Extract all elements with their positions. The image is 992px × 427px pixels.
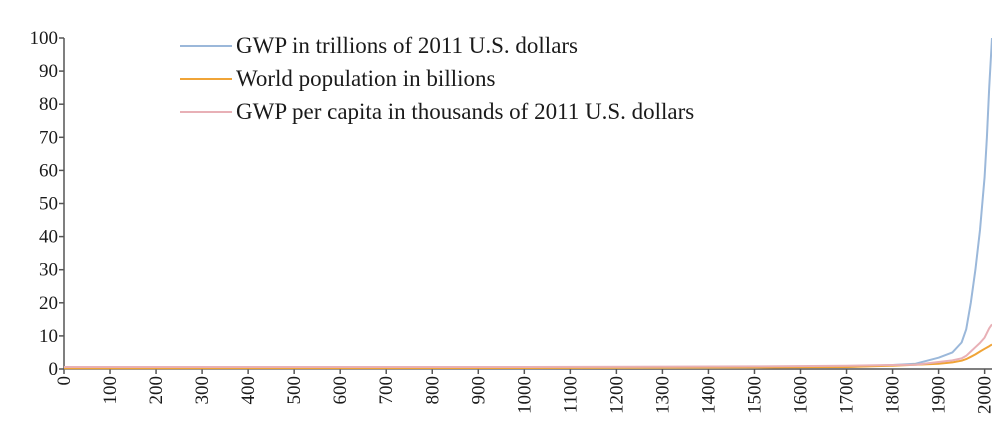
series-line-3 <box>64 323 992 368</box>
x-tick-label: 900 <box>468 376 489 405</box>
y-tick-label: 10 <box>39 326 58 347</box>
x-tick-label: 200 <box>146 376 167 405</box>
y-tick-label: 90 <box>39 61 58 82</box>
series-lines <box>63 37 992 370</box>
legend-label: World population in billions <box>236 66 495 91</box>
x-tick-label: 1800 <box>883 376 904 414</box>
x-tick-label: 400 <box>238 376 259 405</box>
x-tick-label: 500 <box>284 376 305 405</box>
x-tick-label: 1100 <box>560 376 581 413</box>
y-tick-label: 50 <box>39 194 58 215</box>
x-tick-label: 2000 <box>975 376 992 414</box>
x-tick-label: 0 <box>54 376 75 386</box>
y-tick-label: 20 <box>39 293 58 314</box>
y-tick-label: 100 <box>30 28 59 49</box>
x-tick-label: 100 <box>100 376 121 405</box>
x-tick-label: 1300 <box>652 376 673 414</box>
x-tick-label: 1200 <box>606 376 627 414</box>
x-tick-label: 800 <box>422 376 443 405</box>
y-tick-label: 30 <box>39 260 58 281</box>
x-tick-label: 1400 <box>698 376 719 414</box>
legend: GWP in trillions of 2011 U.S. dollars Wor… <box>180 33 694 124</box>
x-tick-label: 700 <box>376 376 397 405</box>
x-tick-label: 600 <box>330 376 351 405</box>
series-line-1 <box>63 37 992 370</box>
x-tick-label: 1600 <box>791 376 812 414</box>
series-line-2 <box>63 343 992 370</box>
x-tick-label: 300 <box>192 376 213 405</box>
y-tick-label: 0 <box>49 359 59 380</box>
x-tick-label: 1000 <box>514 376 535 414</box>
y-tick-label: 60 <box>39 160 58 181</box>
y-tick-label: 40 <box>39 227 58 248</box>
legend-label: GWP per capita in thousands of 2011 U.S.… <box>236 99 694 124</box>
y-tick-label: 70 <box>39 127 58 148</box>
legend-label: GWP in trillions of 2011 U.S. dollars <box>236 33 578 58</box>
y-tick-label: 80 <box>39 94 58 115</box>
x-tick-label: 1500 <box>744 376 765 414</box>
x-tick-label: 1900 <box>929 376 950 414</box>
x-tick-label: 1700 <box>837 376 858 414</box>
